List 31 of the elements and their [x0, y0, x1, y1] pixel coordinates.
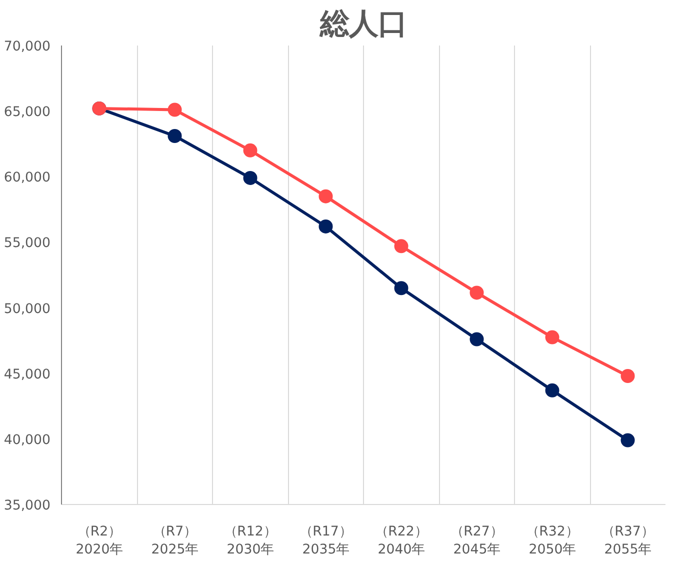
point: [168, 102, 182, 117]
y-tick-label: 70,000: [4, 40, 51, 54]
point: [470, 286, 484, 300]
y-tick-label: 45,000: [4, 367, 51, 382]
x-tick-label: （R37） 2055年: [602, 524, 654, 558]
x-tick-label: （R12） 2030年: [224, 524, 276, 558]
chart-title: 総人口: [319, 8, 407, 40]
point: [394, 239, 408, 254]
point: [545, 383, 560, 398]
y-tick-label: 65,000: [4, 105, 51, 120]
x-tick-label: （R2） 2020年: [76, 524, 123, 558]
point: [620, 433, 635, 448]
x-tick-label: （R32） 2050年: [526, 524, 578, 558]
point: [620, 368, 635, 383]
point: [394, 281, 408, 296]
point: [318, 219, 333, 234]
y-tick-label: 40,000: [4, 432, 51, 448]
point: [545, 330, 560, 344]
point: [318, 189, 333, 204]
x-tick-label: （R22） 2040年: [375, 524, 428, 558]
x-tick-label: （R7） 2025年: [151, 524, 198, 558]
point: [243, 170, 258, 185]
y-tick-label: 55,000: [4, 236, 51, 252]
point: [168, 129, 182, 143]
y-tick-label: 60,000: [4, 170, 51, 186]
point: [243, 143, 258, 158]
x-tick-label: （R27） 2045年: [450, 524, 503, 558]
point: [470, 332, 484, 346]
y-tick-label: 50,000: [4, 302, 51, 317]
x-tick-label: （R17） 2035年: [300, 524, 352, 558]
y-tick-label: 35,000: [4, 498, 51, 514]
